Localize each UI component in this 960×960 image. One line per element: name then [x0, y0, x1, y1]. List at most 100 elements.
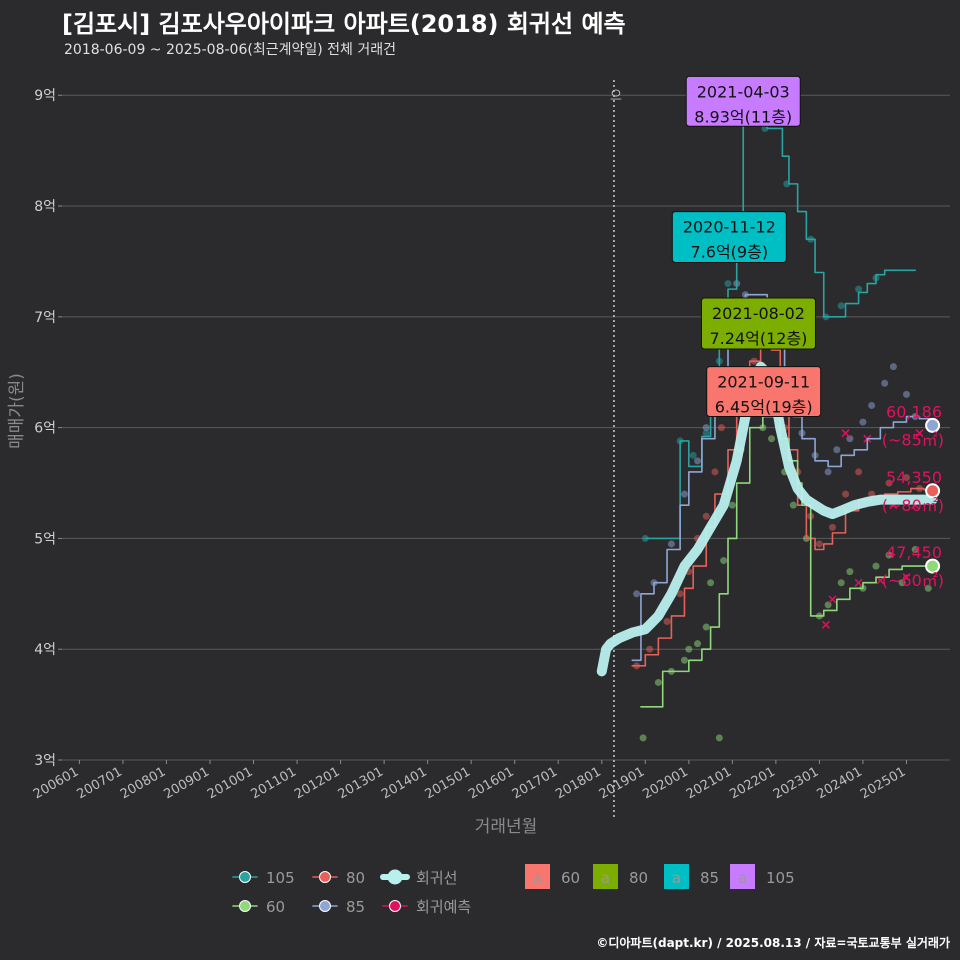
legend-label-85: 85: [346, 898, 365, 916]
scatter-point-60: [654, 678, 662, 686]
scatter-point-60: [789, 501, 797, 509]
scatter-point-105: [689, 451, 697, 459]
x-tick-label: 201601: [466, 764, 516, 802]
legend-key-dot-60: [239, 900, 251, 912]
scatter-point-60: [837, 579, 845, 587]
chart-title: [김포시] 김포사우아이파크 아파트(2018) 회귀선 예측: [62, 10, 626, 38]
scatter-point-85: [694, 457, 702, 465]
scatter-point-60: [639, 734, 647, 742]
scatter-point-60: [715, 734, 723, 742]
scatter-point-105: [724, 280, 732, 288]
x-tick-label: 201201: [292, 764, 342, 802]
annotation-date: 2021-08-02: [712, 304, 805, 323]
legend-swatch-letter: a: [672, 869, 681, 887]
scatter-point-80: [842, 490, 850, 498]
legend-label-80: 80: [346, 869, 365, 887]
legend-label-회귀예측: 회귀예측: [416, 898, 471, 916]
legend-key-dot-회귀선: [387, 869, 403, 885]
predict-marker: [915, 429, 924, 438]
scatter-point-80: [663, 618, 671, 626]
scatter-point-60: [694, 640, 702, 648]
scatter-point-85: [889, 363, 897, 371]
y-tick-label: 6억: [34, 421, 56, 437]
scatter-point-85: [902, 390, 910, 398]
x-tick-label: 200901: [162, 764, 212, 802]
y-tick-label: 3억: [34, 753, 56, 769]
predict-marker-stroke: [828, 595, 837, 604]
scatter-point-80: [855, 468, 863, 476]
legend-box-label-60: 60: [561, 869, 580, 887]
legend-key-dot-80: [319, 871, 331, 883]
end-point-85: [925, 417, 941, 433]
scatter-point-60: [707, 579, 715, 587]
legend-swatch-80: [593, 864, 618, 889]
scatter-point-80: [646, 645, 654, 653]
legend-swatch-letter: a: [533, 869, 542, 887]
end-point-60: [925, 558, 941, 574]
legend-swatch-60: [525, 864, 550, 889]
scatter-point-85: [881, 379, 889, 387]
legend-key-dot-105: [239, 871, 251, 883]
scatter-point-60: [924, 584, 932, 592]
scatter-point-60: [846, 568, 854, 576]
scatter-point-85: [846, 435, 854, 443]
x-tick-label: 202201: [727, 764, 777, 802]
scatter-point-80: [717, 424, 725, 432]
legend-label-105: 105: [266, 869, 295, 887]
scatter-point-105: [837, 302, 845, 310]
predict-marker: [902, 573, 911, 582]
predict-marker-stroke: [821, 620, 830, 629]
scatter-point-60: [898, 579, 906, 587]
scatter-point-85: [833, 446, 841, 454]
scatter-point-60: [911, 545, 919, 553]
scatter-point-85: [680, 490, 688, 498]
annotation-box: [700, 297, 816, 350]
end-area-label: (~60㎡): [882, 571, 944, 590]
annotation-price: 6.45억(19층): [715, 398, 813, 417]
annotation-box: [671, 211, 787, 264]
scatter-point-60: [720, 557, 728, 565]
annotation-date: 2021-04-03: [697, 82, 790, 101]
legend-key-dot-회귀예측: [389, 900, 401, 912]
x-tick-label: 201101: [249, 764, 299, 802]
chart-subtitle: 2018-06-09 ~ 2025-08-06(최근계약일) 전체 거래건: [64, 42, 396, 58]
source-caption: ©디아파트(dapt.kr) / 2025.08.13 / 자료=국토교통부 실…: [596, 936, 950, 950]
predict-marker-stroke: [876, 576, 885, 585]
reference-vline-label: 으: [610, 89, 622, 104]
legend-swatch-letter: a: [738, 869, 747, 887]
x-tick-label: 200601: [31, 764, 81, 802]
scatter-point-85: [633, 590, 641, 598]
annotation-price: 7.6억(9층): [691, 243, 769, 262]
x-tick-label: 202401: [814, 764, 864, 802]
x-tick-label: 201401: [379, 764, 429, 802]
x-tick-label: 202001: [640, 764, 690, 802]
legend-label-60: 60: [266, 898, 285, 916]
x-tick-label: 201001: [205, 764, 255, 802]
legend-box-label-85: 85: [700, 869, 719, 887]
legend-swatch-letter: a: [601, 869, 610, 887]
x-tick-label: 201701: [510, 764, 560, 802]
scatter-point-105: [855, 285, 863, 293]
end-area-label: (~85㎡): [882, 430, 944, 449]
end-value-label: 54,350: [886, 468, 942, 487]
y-tick-label: 7억: [34, 310, 56, 326]
x-tick-label: 202101: [684, 764, 734, 802]
scatter-point-80: [676, 590, 684, 598]
legend-swatch-85: [664, 864, 689, 889]
legend-box-label-80: 80: [629, 869, 648, 887]
end-value-label: 60,186: [886, 402, 942, 421]
x-tick-label: 201301: [336, 764, 386, 802]
annotation-box: [706, 366, 822, 418]
predict-marker: [821, 620, 830, 629]
legend-box-label-105: 105: [766, 869, 795, 887]
x-tick-label: 201801: [553, 764, 603, 802]
annotation-price: 7.24억(12층): [710, 329, 808, 348]
x-tick-label: 200701: [74, 764, 124, 802]
x-axis-title: 거래년월: [475, 817, 538, 837]
scatter-point-105: [702, 429, 710, 437]
x-tick-label: 202501: [858, 764, 908, 802]
predict-marker-stroke: [902, 573, 911, 582]
y-axis-title: 매매가(원): [7, 373, 27, 449]
scatter-point-60: [702, 623, 710, 631]
annotation-date: 2021-09-11: [717, 373, 810, 392]
